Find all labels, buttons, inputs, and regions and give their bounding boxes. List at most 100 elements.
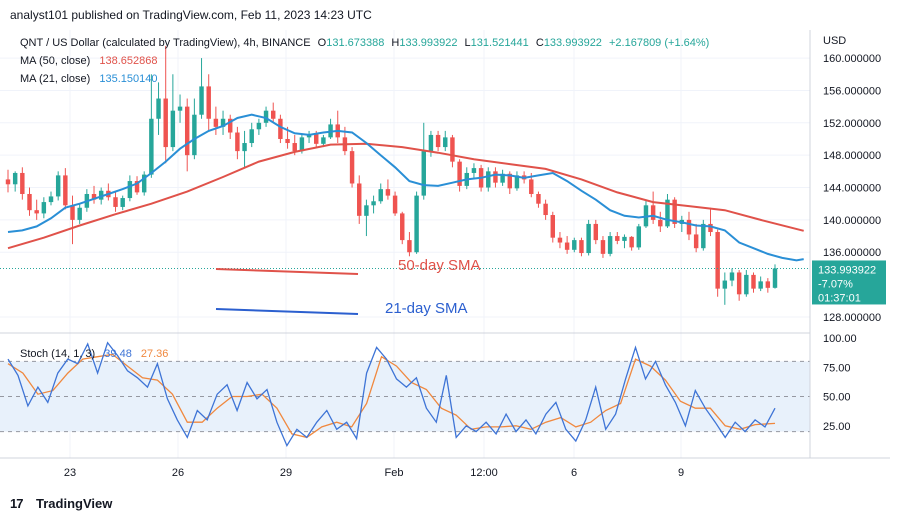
svg-text:Stoch (14, 1, 3) 39.48: Stoch (14, 1, 3) 39.48 27.36	[20, 348, 168, 360]
publisher-text: analyst101 published on TradingView.com,…	[10, 8, 372, 22]
candle-body	[407, 240, 412, 253]
legend-o: 131.673388	[326, 37, 384, 49]
time-tick-label: 29	[280, 467, 292, 479]
svg-text:MA (21, close) 135.150: MA (21, close) 135.150140	[20, 73, 158, 85]
svg-text:MA (50, close) 138.652: MA (50, close) 138.652868	[20, 55, 158, 67]
candle-body	[170, 110, 176, 148]
sma21-annotation-line	[215, 308, 359, 315]
time-tick-label: 23	[64, 467, 76, 479]
price-chart-svg[interactable]: 50-day SMA 21-day SMA QNT / US Dollar (c…	[0, 30, 900, 490]
candle-body	[227, 118, 233, 133]
candle-body	[486, 171, 491, 188]
candle-body	[299, 137, 305, 152]
price-tick-label: 156.000000	[823, 85, 881, 97]
price-tick-label: 148.000000	[823, 150, 881, 162]
candle-body	[600, 240, 606, 254]
candle-body	[729, 272, 735, 281]
stoch-tick-label: 50.00	[823, 392, 851, 404]
stoch-tick-label: 75.00	[823, 362, 851, 374]
candle-body	[292, 143, 297, 152]
current-price: 133.993922	[818, 264, 876, 276]
candle-body	[564, 242, 570, 250]
candle-body	[543, 203, 548, 216]
candle-body	[622, 236, 627, 241]
candle-body	[314, 134, 319, 144]
candle-body	[63, 175, 68, 206]
candle-body	[364, 205, 369, 216]
candle-body	[156, 98, 161, 119]
bar-timer: 01:37:01	[818, 292, 861, 304]
tradingview-brand: TradingView	[36, 496, 113, 511]
sma50-annotation-text: 50-day SMA	[398, 257, 481, 274]
candle-body	[765, 281, 771, 288]
stoch-guides	[0, 360, 810, 433]
candle-body	[435, 134, 441, 148]
svg-text:QNT / US Dollar (calculated by: QNT / US Dollar (calculated by TradingVi…	[20, 37, 709, 49]
candle-body	[557, 237, 563, 243]
candle-body	[715, 232, 720, 289]
ma21-line	[7, 113, 804, 262]
candle-body	[213, 118, 219, 127]
legend: QNT / US Dollar (calculated by TradingVi…	[20, 37, 709, 360]
price-tick-label: 152.000000	[823, 118, 881, 130]
candle-body	[321, 137, 326, 144]
candle-body	[500, 173, 505, 183]
candle-body	[48, 196, 54, 203]
stoch-axis-ticks: 100.00 75.00 50.00 25.00	[823, 333, 857, 433]
current-price-badge	[812, 260, 886, 305]
candle-body	[113, 197, 118, 207]
candle-body	[744, 274, 749, 295]
stoch-k-line	[7, 341, 776, 448]
candle-body	[693, 234, 699, 249]
candle-body	[206, 86, 211, 119]
candle-body	[428, 134, 434, 152]
candle-body	[443, 137, 448, 148]
candle-body	[163, 98, 168, 148]
candle-body	[414, 195, 419, 253]
tradingview-logo[interactable]: 17 TradingView	[10, 496, 112, 511]
candle-body	[199, 86, 204, 115]
chart-container[interactable]: 50-day SMA 21-day SMA QNT / US Dollar (c…	[0, 30, 900, 490]
publisher-bar: analyst101 published on TradingView.com,…	[0, 0, 900, 30]
candle-body	[507, 173, 512, 189]
ma50-line	[7, 142, 804, 250]
legend-h-label: H	[391, 37, 399, 49]
tradingview-logo-icon: 17	[10, 496, 23, 511]
candle-body	[41, 202, 47, 214]
candle-body	[55, 175, 61, 197]
candle-body	[385, 189, 391, 196]
candle-body	[665, 199, 670, 227]
candle-body	[349, 151, 355, 184]
candle-body	[242, 143, 247, 152]
legend-ma50-value: 138.652868	[99, 55, 157, 67]
candle-body	[378, 189, 383, 202]
candle-body	[514, 175, 520, 189]
candle-body	[593, 223, 599, 241]
time-tick-label: 26	[172, 467, 184, 479]
legend-symbol: QNT / US Dollar (calculated by TradingVi…	[20, 37, 311, 49]
price-tick-label: 128.000000	[823, 312, 881, 324]
candle-body	[751, 274, 756, 289]
candle-body	[686, 219, 692, 235]
candle-body	[392, 195, 398, 214]
candle-body	[5, 179, 11, 185]
stoch-lines-group	[7, 341, 776, 448]
candle-body	[278, 118, 283, 139]
candle-body	[120, 198, 125, 207]
candle-body	[421, 151, 426, 196]
candle-body	[34, 210, 39, 214]
time-tick-label: Feb	[385, 467, 404, 479]
legend-c-label: C	[536, 37, 544, 49]
stoch-k-value: 39.48	[104, 348, 132, 360]
price-tick-label: 144.000000	[823, 183, 881, 195]
candle-body	[586, 223, 591, 254]
time-tick-label: 12:00	[470, 467, 498, 479]
legend-ma50-label: MA (50, close)	[20, 55, 90, 67]
candle-body	[249, 129, 254, 144]
legend-ma21-label: MA (21, close)	[20, 73, 90, 85]
legend-h: 133.993922	[399, 37, 457, 49]
candle-body	[450, 137, 455, 162]
current-change: -7.07%	[818, 278, 853, 290]
legend-l: 131.521441	[471, 37, 529, 49]
candle-body	[629, 236, 634, 248]
